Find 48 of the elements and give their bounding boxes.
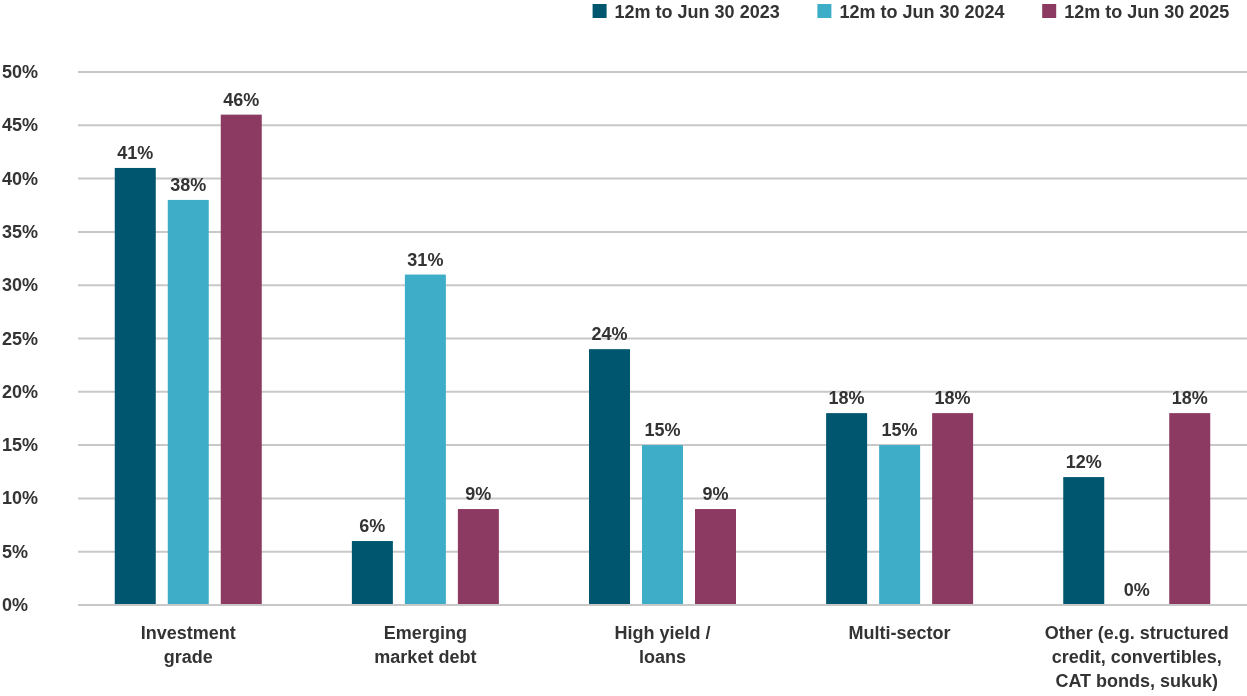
data-label: 24% [591, 324, 628, 345]
bar [642, 445, 683, 605]
bar [114, 167, 156, 605]
bar [220, 114, 262, 605]
bar [826, 413, 868, 605]
bar [1063, 477, 1105, 605]
data-label: 18% [828, 388, 865, 409]
bar [589, 349, 630, 605]
data-label: 12% [1065, 452, 1102, 473]
x-tick-label: High yield / loans [614, 623, 711, 667]
bar [1169, 413, 1211, 605]
bar [351, 541, 393, 605]
y-tick-label: 15% [2, 435, 39, 456]
data-label: 9% [702, 484, 729, 505]
y-tick-label: 25% [2, 328, 39, 349]
data-label: 9% [465, 484, 492, 505]
y-tick-label: 40% [2, 168, 39, 189]
data-label: 18% [1171, 388, 1208, 409]
y-tick-label: 20% [2, 381, 39, 402]
y-tick-label: 10% [2, 488, 39, 509]
bar [404, 274, 446, 605]
data-label: 18% [934, 388, 971, 409]
data-label: 38% [170, 174, 207, 195]
y-tick-label: 5% [2, 541, 29, 562]
y-tick-label: 0% [2, 595, 29, 615]
y-tick-label: 50% [2, 62, 39, 82]
x-tick-label: Investment grade [140, 623, 236, 667]
legend-label: 12m to Jun 30 2023 [614, 2, 780, 22]
data-label: 31% [407, 249, 444, 270]
data-label: 46% [223, 89, 260, 110]
y-tick-label: 35% [2, 221, 39, 242]
x-tick-label: Multi-sector [848, 623, 951, 643]
data-label: 41% [117, 142, 154, 163]
x-tick-label: Other (e.g. structured credit, convertibles, CAT bonds, sukuk) [1044, 623, 1229, 691]
data-label: 6% [359, 516, 386, 537]
y-tick-label: 45% [2, 115, 39, 136]
data-label: 15% [881, 420, 918, 441]
data-label: 15% [644, 420, 681, 441]
bar [457, 509, 499, 605]
legend-label: 12m to Jun 30 2024 [839, 2, 1005, 22]
legend-label: 12m to Jun 30 2025 [1064, 2, 1230, 22]
bar [695, 509, 736, 605]
y-tick-label: 30% [2, 275, 39, 296]
bar [879, 445, 921, 605]
data-label: 0% [1123, 580, 1150, 600]
bar [932, 413, 974, 605]
bar [167, 199, 209, 605]
x-tick-label: Emerging market debt [374, 623, 477, 667]
